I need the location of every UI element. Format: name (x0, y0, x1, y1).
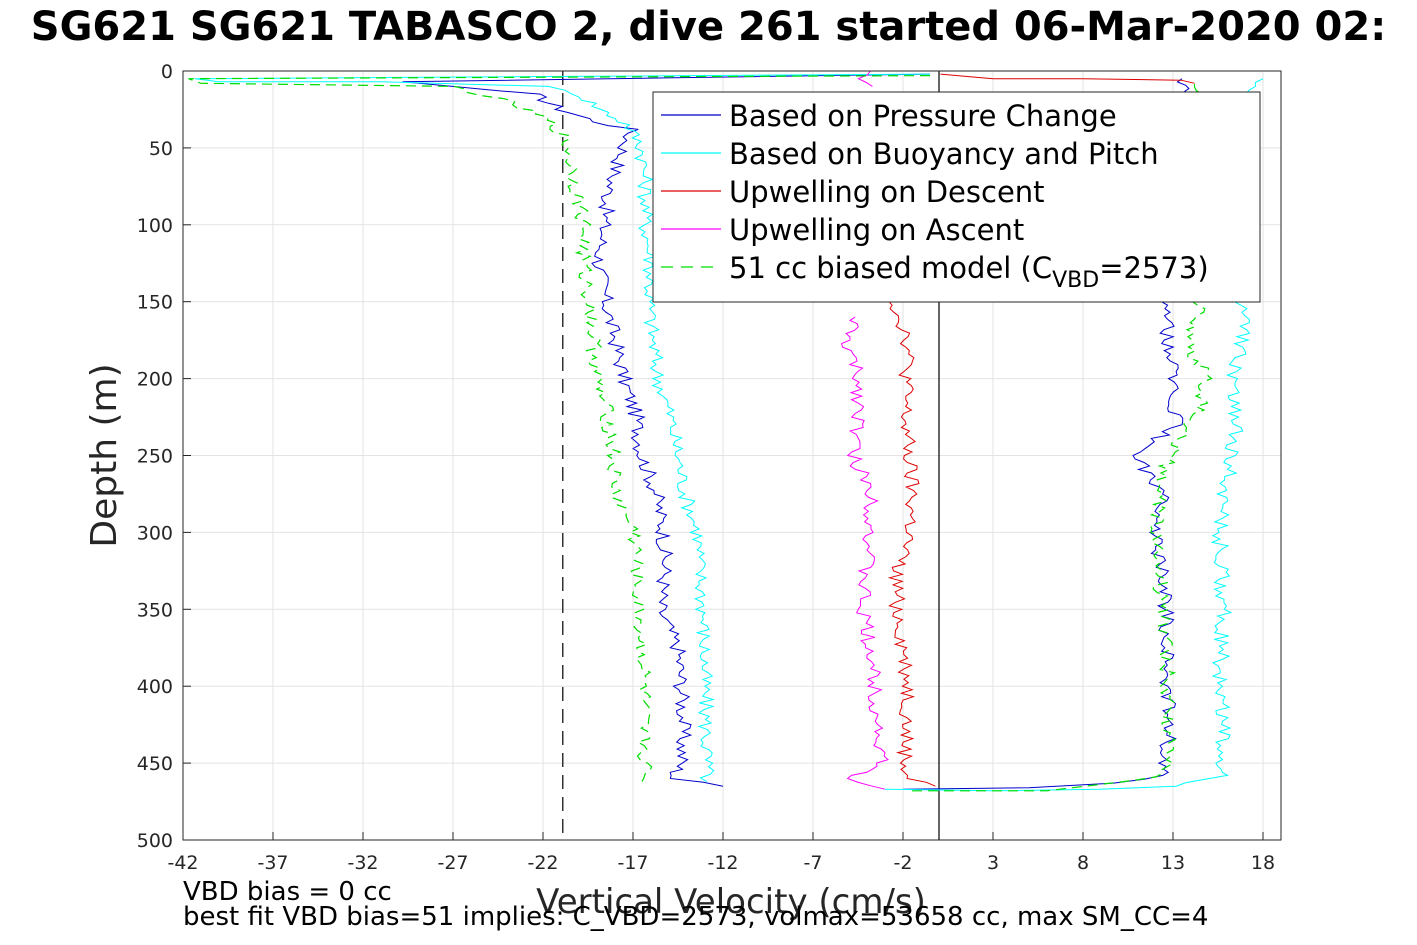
y-tick-label: 450 (137, 753, 173, 775)
legend: Based on Pressure Change Based on Buoyanc… (652, 91, 1261, 303)
legend-label: Upwelling on Ascent (729, 213, 1024, 247)
based-on-pressure-change-descent-line (402, 73, 931, 787)
y-axis-label: Depth (m) (84, 363, 125, 547)
legend-label: Upwelling on Descent (729, 175, 1045, 209)
x-tick-label: -7 (804, 852, 823, 874)
legend-box (652, 91, 1261, 303)
x-tick-label: -12 (707, 852, 738, 874)
y-tick-label: 500 (137, 830, 173, 852)
x-tick-label: -37 (257, 852, 288, 874)
legend-label: Based on Pressure Change (729, 99, 1117, 133)
based-on-buoyancy-and-pitch-descent-line (194, 73, 931, 783)
y-tick-label: 200 (137, 369, 173, 391)
x-tick-label: -32 (347, 852, 378, 874)
x-tick-label: 13 (1161, 852, 1185, 874)
x-tick-label: -42 (167, 852, 198, 874)
upwelling-on-ascent-values-line (857, 70, 873, 87)
y-tick-label: 100 (137, 215, 173, 237)
x-axis-label: Vertical Velocity (cm/s) (536, 882, 926, 922)
upwelling-on-descent-values_lower-line (887, 301, 936, 787)
y-tick-label: 0 (161, 61, 173, 83)
x-tick-label: -27 (437, 852, 468, 874)
y-tick-label: 50 (149, 138, 173, 160)
upwelling-on-descent-values-line (940, 73, 1195, 84)
y-tick-label: 400 (137, 676, 173, 698)
tick-labels: -42 -37 -32 -27 -22 -17 -12 -7 -2 3 8 13 18 0 50 100 150… (137, 61, 1275, 874)
y-tick-label: 350 (137, 599, 173, 621)
x-tick-label: -17 (617, 852, 648, 874)
legend-label: Based on Buoyancy and Pitch (729, 137, 1159, 171)
x-tick-label: -22 (527, 852, 558, 874)
y-tick-label: 150 (137, 292, 173, 314)
y-tick-label: 250 (137, 446, 173, 468)
51-cc-biased-model-cvbd-2573--descent-line (188, 75, 931, 782)
upwelling-on-ascent-values_lower-line (841, 316, 889, 790)
x-tick-label: -2 (894, 852, 913, 874)
x-tick-label: 18 (1251, 852, 1275, 874)
chart-title: SG621 SG621 TABASCO 2, dive 261 started … (30, 4, 1387, 50)
x-tick-label: 3 (987, 852, 999, 874)
vbd-bias-note: VBD bias = 0 cc (183, 877, 392, 907)
best-fit-note: best fit VBD bias=51 implies: C_VBD=2573… (183, 902, 1209, 932)
y-tick-label: 300 (137, 522, 173, 544)
x-tick-label: 8 (1077, 852, 1089, 874)
legend-label: 51 cc biased model (CVBD=2573) (729, 251, 1209, 293)
